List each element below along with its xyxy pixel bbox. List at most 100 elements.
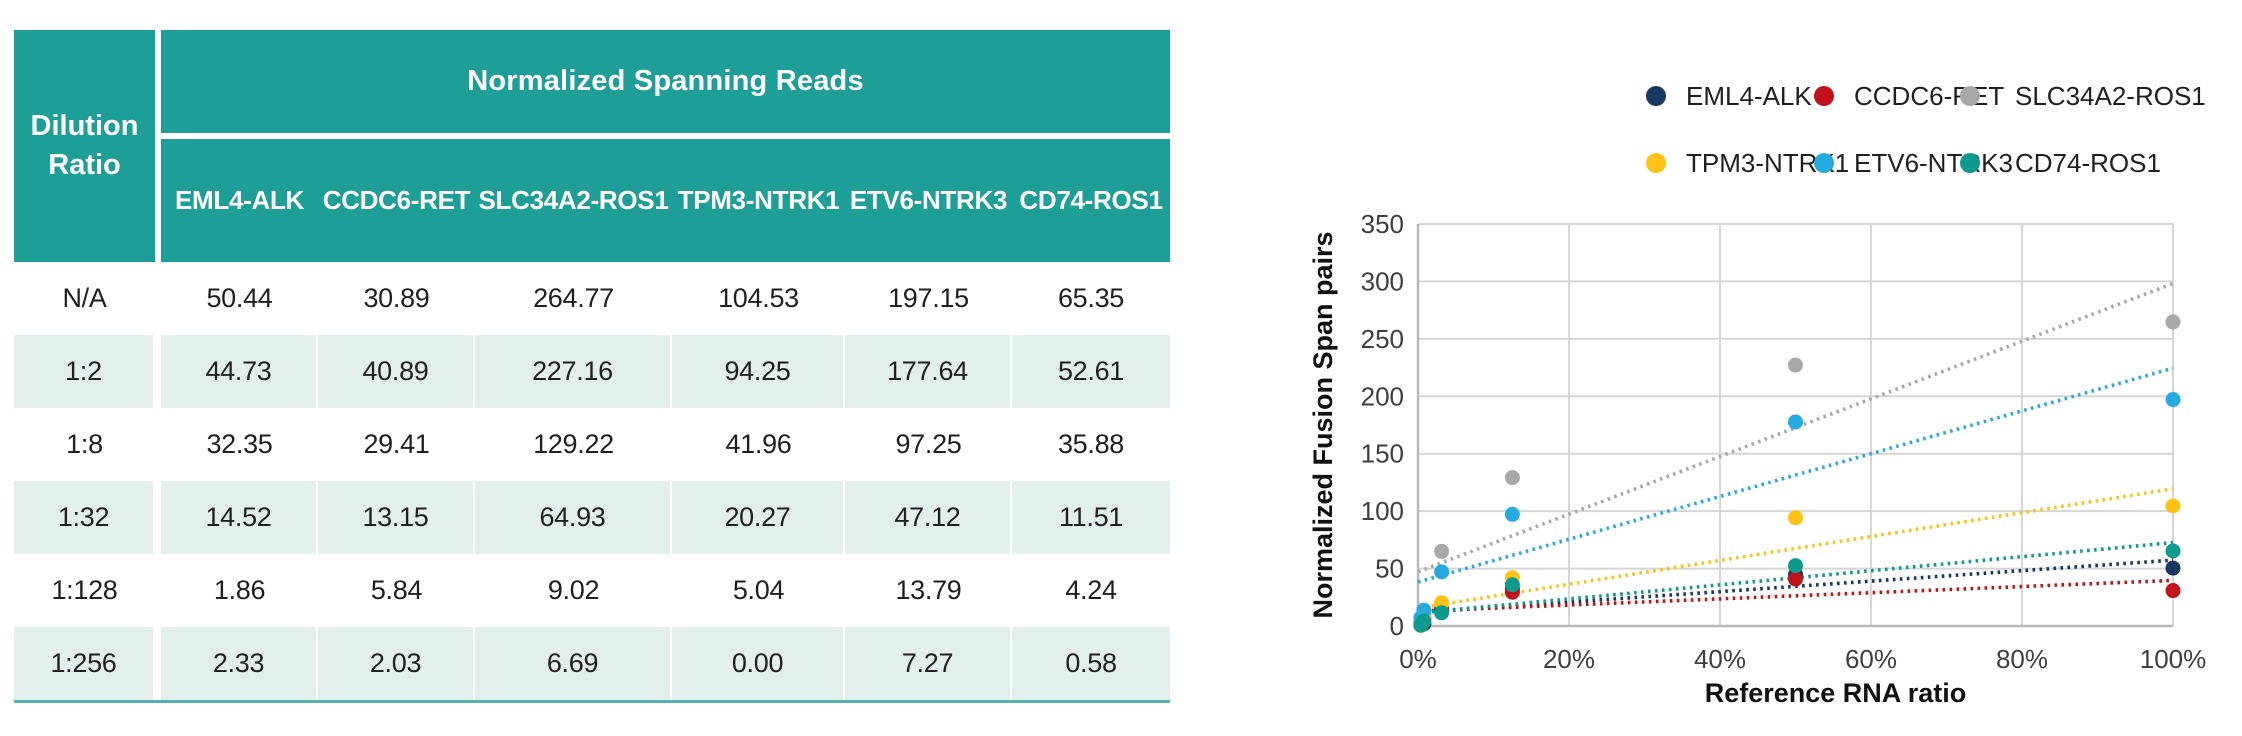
data-points	[1413, 314, 2181, 633]
scatter-chart: 0 50 100 150 200 250 300 350 0% 20% 40% 60% 80% 100% N…	[1270, 40, 2242, 720]
value-cell: 32.35	[206, 429, 273, 459]
scatter-chart-svg: 0 50 100 150 200 250 300 350 0% 20% 40% 60% 80% 100% N…	[1308, 81, 2206, 708]
x-axis-title: Reference RNA ratio	[1705, 678, 1967, 708]
value-cell: 52.61	[1012, 335, 1170, 408]
legend-dot-slc34a2-ros1	[1960, 86, 1980, 106]
dilution-ratio-value: 1:32	[14, 481, 155, 554]
row-values: 14.52 13.15 64.93 20.27 47.12 11.51	[161, 481, 1170, 554]
value-cell: 35.88	[1057, 429, 1125, 459]
point-cd74-ros1	[1434, 605, 1450, 621]
value-cell: 30.89	[363, 283, 430, 313]
point-etv6-ntrk3	[2165, 392, 2181, 408]
trendline-etv6-ntrk3	[1417, 366, 2174, 584]
dilution-ratio-value: N/A	[62, 283, 107, 313]
x-tick-label: 80%	[1996, 644, 2048, 674]
y-tick-label: 50	[1375, 554, 1404, 584]
point-slc34a2-ros1	[1434, 543, 1450, 559]
row-values: 44.73 40.89 227.16 94.25 177.64 52.61	[161, 335, 1170, 408]
legend-dot-ccdc6-ret	[1814, 86, 1834, 106]
dilution-ratio-value: 1:8	[66, 429, 103, 459]
table-bottom-rule	[14, 700, 1170, 703]
y-tick-label: 300	[1361, 266, 1404, 296]
point-etv6-ntrk3	[1416, 602, 1432, 618]
value-cell: 1.86	[213, 575, 266, 605]
value-cell: 177.64	[845, 335, 1012, 408]
y-tick-labels: 0 50 100 150 200 250 300 350	[1361, 209, 1404, 641]
dilution-ratio-value: 1:128	[51, 575, 118, 605]
point-etv6-ntrk3	[1434, 564, 1450, 580]
value-cell: 50.44	[206, 283, 273, 313]
row-values: 50.44 30.89 264.77 104.53 197.15 65.35	[161, 262, 1170, 335]
x-tick-label: 60%	[1845, 644, 1897, 674]
table-row-1256: 1:256 2.33 2.03 6.69 0.00 7.27 0.58	[14, 627, 1170, 700]
point-slc34a2-ros1	[2165, 314, 2181, 330]
value-cell: 7.27	[845, 627, 1012, 700]
table-header-right: Normalized Spanning Reads EML4-ALK CCDC6-…	[161, 30, 1170, 262]
point-cd74-ros1	[2165, 543, 2181, 559]
dilution-ratio-value: 1:256	[14, 627, 155, 700]
legend-item-cd74-ros1: CD74-ROS1	[1960, 148, 2161, 178]
value-cell: 13.15	[318, 481, 475, 554]
table-row-12: 1:2 44.73 40.89 227.16 94.25 177.64 52.61	[14, 335, 1170, 408]
point-tpm3-ntrk1	[1788, 510, 1803, 526]
y-tick-label: 0	[1390, 611, 1404, 641]
legend-label: CCDC6-RET	[1854, 81, 2004, 111]
column-header-etv6-ntrk3: ETV6-NTRK3	[849, 185, 1008, 215]
value-cell: 97.25	[895, 429, 962, 459]
value-cell: 197.15	[888, 283, 969, 313]
spanning-reads-table: Dilution Ratio Normalized Spanning Reads…	[14, 30, 1170, 703]
legend-dot-etv6-ntrk3	[1814, 153, 1834, 173]
x-tick-label: 100%	[2140, 644, 2207, 674]
legend-item-slc34a2-ros1: SLC34A2-ROS1	[1960, 81, 2206, 111]
table-header: Dilution Ratio Normalized Spanning Reads…	[14, 30, 1170, 262]
value-cell: 129.22	[533, 429, 614, 459]
value-cell: 2.33	[161, 627, 318, 700]
point-cd74-ros1	[1416, 613, 1432, 629]
x-tick-label: 40%	[1694, 644, 1746, 674]
legend-label: EML4-ALK	[1686, 81, 1812, 111]
table-row-na: N/A 50.44 30.89 264.77 104.53 197.15 65.35	[14, 262, 1170, 335]
legend-dot-eml4-alk	[1646, 86, 1666, 106]
legend-label: SLC34A2-ROS1	[2015, 81, 2206, 111]
point-tpm3-ntrk1	[2165, 498, 2181, 514]
row-values: 2.33 2.03 6.69 0.00 7.27 0.58	[161, 627, 1170, 700]
trendline-slc34a2-ros1	[1417, 281, 2174, 574]
value-cell: 20.27	[672, 481, 845, 554]
value-cell: 0.58	[1012, 627, 1170, 700]
value-cell: 65.35	[1057, 283, 1125, 313]
dilution-ratio-line1: Dilution	[30, 109, 139, 142]
x-tick-labels: 0% 20% 40% 60% 80% 100%	[1399, 644, 2206, 674]
y-axis-title: Normalized Fusion Span pairs	[1308, 231, 1338, 618]
x-tick-label: 20%	[1543, 644, 1595, 674]
point-eml4-alk	[2165, 560, 2181, 576]
legend-dot-cd74-ros1	[1960, 153, 1980, 173]
column-header-slc34a2-ros1: SLC34A2-ROS1	[478, 185, 669, 215]
value-cell: 5.04	[732, 575, 785, 605]
dilution-ratio-line2: Ratio	[48, 149, 121, 181]
point-etv6-ntrk3	[1504, 506, 1520, 522]
column-header-cd74-ros1: CD74-ROS1	[1019, 185, 1163, 215]
value-cell: 41.96	[725, 429, 792, 459]
value-cell: 64.93	[475, 481, 672, 554]
y-tick-label: 100	[1361, 496, 1404, 526]
value-cell: 44.73	[161, 335, 318, 408]
y-tick-label: 200	[1361, 381, 1404, 411]
row-values: 1.86 5.84 9.02 5.04 13.79 4.24	[161, 554, 1170, 627]
x-tick-label: 0%	[1399, 644, 1437, 674]
legend-item-etv6-ntrk3: ETV6-NTRK3	[1814, 148, 2013, 178]
point-etv6-ntrk3	[1788, 414, 1803, 430]
column-header-ccdc6-ret: CCDC6-RET	[322, 185, 471, 215]
dilution-ratio-header-cell: Dilution Ratio	[14, 30, 155, 262]
legend-label: ETV6-NTRK3	[1854, 148, 2013, 178]
value-cell: 9.02	[547, 575, 600, 605]
value-cell: 14.52	[161, 481, 318, 554]
value-cell: 11.51	[1012, 481, 1170, 554]
value-cell: 0.00	[672, 627, 845, 700]
point-cd74-ros1	[1788, 558, 1803, 574]
grid	[1416, 223, 2174, 628]
table-row-1128: 1:128 1.86 5.84 9.02 5.04 13.79 4.24	[14, 554, 1170, 627]
y-tick-label: 150	[1361, 439, 1404, 469]
point-slc34a2-ros1	[1788, 357, 1803, 373]
